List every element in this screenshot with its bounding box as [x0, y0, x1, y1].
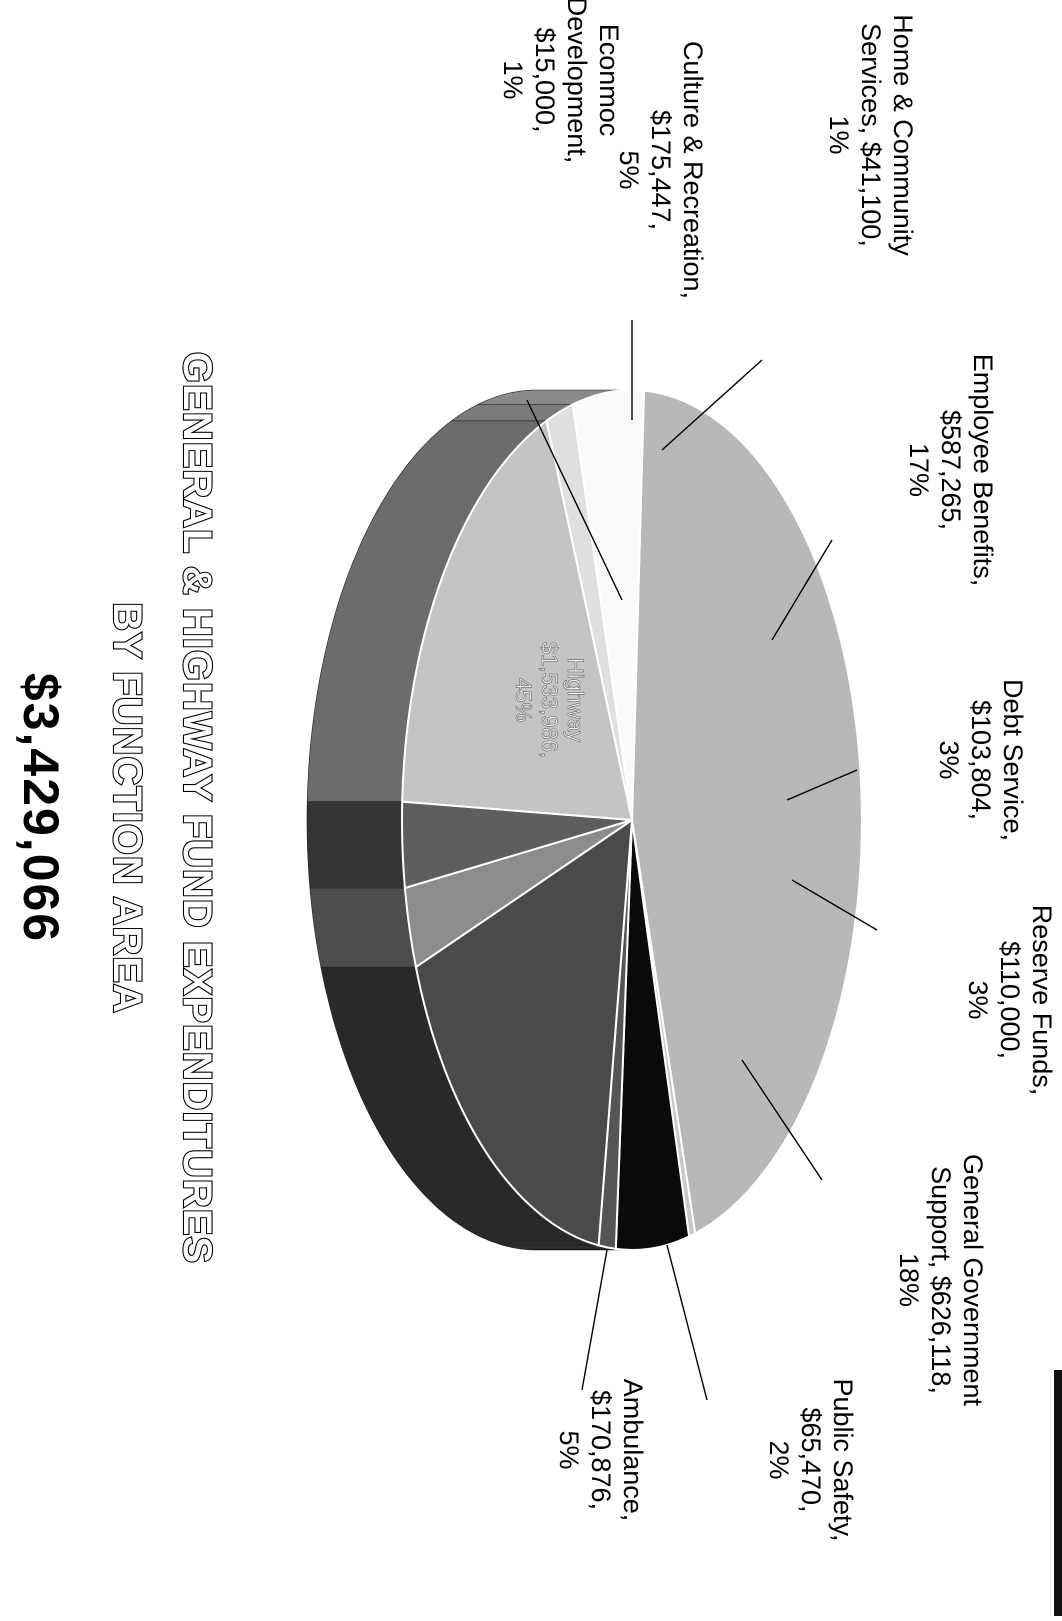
- pie-slice-highway: [630, 389, 863, 1235]
- data-label-general-government-support: General GovernmentSupport, $626,118,18%: [894, 1154, 988, 1407]
- data-label-employee-benefits: Employee Benefits,$587,265,17%: [904, 354, 998, 587]
- title-group: GENERAL & HIGHWAY FUND EXPENDITURES BY FU…: [13, 351, 220, 1265]
- data-labels-group: Highway$1,533,986,45% EconmocDevelopment,…: [498, 0, 1062, 1542]
- pie-side-contributions-to-reserve-funds: [306, 801, 406, 889]
- data-label-contributions-to-reserve-funds: Contributions toReserve Funds,$110,000,3…: [963, 905, 1062, 1096]
- data-label-home-community-services: Home & CommunityServices, $41,100,1%: [824, 14, 918, 256]
- pie-side-debt-service: [309, 887, 417, 968]
- data-label-highway: Highway$1,533,986,45%: [511, 642, 588, 758]
- leader-line-ambulance: [581, 1249, 608, 1391]
- leader-line-home-community-services: [661, 359, 763, 451]
- scan-edge-strip: [1054, 1370, 1062, 1616]
- rotated-chart-group: Highway$1,533,986,45% EconmocDevelopment,…: [13, 0, 1062, 1542]
- chart-total: $3,429,066: [13, 673, 69, 943]
- chart-title-line-2: BY FUNCTION AREA: [105, 602, 149, 1014]
- pie-slice-ambulance: [571, 389, 646, 821]
- leader-line-contributions-to-reserve-funds: [791, 879, 878, 931]
- data-label-econmoc-development: EconmocDevelopment,$15,000,1%: [498, 0, 624, 163]
- data-label-culture-recreation: Culture & Recreation,$175,447,5%: [614, 41, 708, 299]
- leader-line-employee-benefits: [771, 539, 833, 641]
- chart-title-line-1: GENERAL & HIGHWAY FUND EXPENDITURES: [175, 352, 219, 1264]
- data-label-public-safety: Public Safety,$65,470,2%: [764, 1378, 858, 1541]
- pie-slice-general-government-support: [401, 419, 634, 822]
- data-label-debt-service: Debt Service,$103,804,3%: [934, 679, 1028, 841]
- leader-line-public-safety: [666, 1244, 708, 1401]
- leader-line-general-government-support: [741, 1059, 823, 1181]
- leader-line-debt-service: [786, 769, 858, 801]
- data-label-ambulance: Ambulance,$170,876,5%: [554, 1379, 648, 1522]
- leader-line-econmoc-development: [526, 399, 623, 601]
- pie-slice-employee-benefits: [414, 818, 634, 1247]
- pie-top-group: [401, 389, 863, 1251]
